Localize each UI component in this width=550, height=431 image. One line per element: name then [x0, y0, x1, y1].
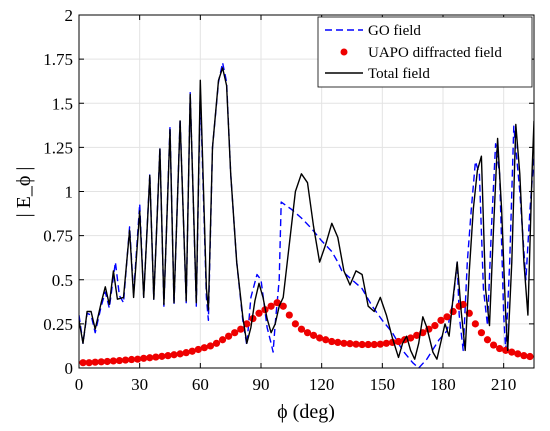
uapo-diffracted-field-point	[140, 354, 148, 362]
uapo-diffracted-field-point	[243, 320, 251, 328]
uapo-diffracted-field-point	[526, 352, 534, 361]
uapo-diffracted-field-point	[79, 359, 87, 367]
x-tick-label: 90	[253, 375, 270, 394]
uapo-diffracted-field-point	[449, 307, 457, 316]
uapo-diffracted-field-point	[273, 299, 281, 307]
uapo-diffracted-field-point	[382, 339, 390, 347]
uapo-diffracted-field-point	[182, 349, 190, 357]
uapo-diffracted-field-point	[158, 352, 166, 360]
uapo-diffracted-field-point	[164, 352, 172, 360]
legend-uapo-swatch	[340, 48, 348, 56]
uapo-diffracted-field-point	[489, 341, 498, 349]
y-tick-label: 0.75	[43, 227, 73, 246]
uapo-diffracted-field-point	[146, 354, 154, 362]
uapo-diffracted-field-point	[121, 356, 130, 364]
uapo-diffracted-field-point	[376, 340, 384, 348]
x-tick-label: 180	[430, 375, 456, 394]
uapo-diffracted-field-point	[370, 340, 378, 349]
x-axis-label: ϕ (deg)	[277, 401, 335, 423]
uapo-diffracted-field-point	[346, 340, 354, 348]
uapo-diffracted-field-point	[231, 329, 239, 337]
legend: GO field UAPO diffracted field Total fie…	[317, 16, 533, 88]
uapo-diffracted-field-point	[134, 355, 142, 363]
uapo-diffracted-field-point	[279, 302, 287, 310]
y-axis-label: | E_ϕ |	[13, 167, 35, 218]
uapo-diffracted-field-point	[85, 359, 93, 367]
uapo-diffracted-field-point	[358, 340, 366, 349]
legend-go-label: GO field	[368, 23, 421, 39]
uapo-diffracted-field-point	[303, 329, 312, 337]
uapo-diffracted-field-point	[152, 353, 160, 361]
y-tick-label: 1.25	[43, 138, 73, 157]
uapo-diffracted-field-point	[255, 309, 263, 317]
legend-total-label: Total field	[368, 66, 430, 82]
uapo-diffracted-field-point	[127, 355, 136, 364]
uapo-diffracted-field-point	[218, 336, 227, 344]
uapo-diffracted-field-point	[206, 342, 215, 350]
uapo-diffracted-field-point	[115, 356, 124, 365]
y-tick-label: 1.75	[43, 50, 73, 69]
uapo-diffracted-field-point	[322, 336, 330, 344]
uapo-diffracted-field-point	[103, 357, 111, 366]
x-tick-label: 150	[370, 375, 396, 394]
y-tick-label: 0.5	[52, 271, 73, 290]
legend-uapo-label: UAPO diffracted field	[368, 45, 502, 61]
uapo-diffracted-field-point	[267, 302, 275, 310]
series-layer	[79, 62, 534, 368]
uapo-diffracted-field-point	[413, 331, 421, 339]
uapo-diffracted-field-point	[170, 351, 178, 359]
uapo-diffracted-field-point	[194, 345, 202, 354]
uapo-diffracted-field-point	[483, 336, 492, 344]
x-tick-label: 30	[131, 375, 148, 394]
uapo-diffracted-field-point	[212, 339, 221, 347]
y-tick-label: 1	[65, 183, 74, 202]
uapo-diffracted-field-point	[309, 331, 318, 339]
uapo-diffracted-field-point	[328, 337, 336, 346]
uapo-diffracted-field-point	[334, 338, 342, 347]
uapo-diffracted-field-point	[297, 325, 306, 333]
uapo-diffracted-field-point	[225, 332, 233, 340]
uapo-diffracted-field-point	[508, 348, 516, 356]
uapo-diffracted-field-point	[471, 320, 479, 328]
uapo-diffracted-field-point	[394, 337, 403, 346]
uapo-diffracted-field-point	[514, 350, 522, 358]
uapo-diffracted-field-point	[407, 334, 415, 342]
uapo-diffracted-field-point	[443, 313, 451, 321]
legend-box	[317, 16, 533, 88]
uapo-diffracted-field-point	[477, 329, 486, 337]
x-tick-label: 0	[75, 375, 84, 394]
uapo-diffracted-field-point	[109, 357, 117, 365]
uapo-diffracted-field-point	[352, 340, 360, 348]
uapo-diffracted-field-point	[496, 344, 504, 353]
ticks: 0 30 60 90 120 150 180 210 0 0.25 0.5 0.75 1 1.25 1.5 1…	[43, 6, 534, 394]
uapo-diffracted-field-point	[97, 358, 105, 366]
uapo-diffracted-field-point	[200, 344, 208, 352]
uapo-diffracted-field-point	[520, 352, 528, 360]
x-tick-label: 60	[192, 375, 209, 394]
uapo-diffracted-field-point	[431, 322, 439, 330]
x-tick-label: 210	[491, 375, 517, 394]
y-tick-label: 0	[65, 359, 74, 378]
y-tick-label: 2	[65, 6, 74, 25]
uapo-diffracted-field-point	[316, 334, 324, 342]
uapo-diffracted-field-point	[91, 358, 99, 366]
uapo-diffracted-field-point	[437, 316, 445, 324]
uapo-diffracted-field-point	[237, 325, 245, 333]
uapo-diffracted-field-point	[188, 347, 196, 355]
y-tick-label: 1.5	[52, 94, 73, 113]
uapo-diffracted-field-point	[364, 340, 372, 349]
total-field-line	[79, 67, 534, 360]
plot-area	[79, 62, 534, 368]
uapo-diffracted-field-point	[285, 311, 293, 319]
uapo-diffracted-field-point	[340, 339, 348, 347]
uapo-diffracted-field-point	[176, 350, 184, 358]
y-tick-label: 0.25	[43, 315, 73, 334]
x-tick-label: 120	[309, 375, 335, 394]
uapo-diffracted-field-point	[291, 320, 299, 328]
